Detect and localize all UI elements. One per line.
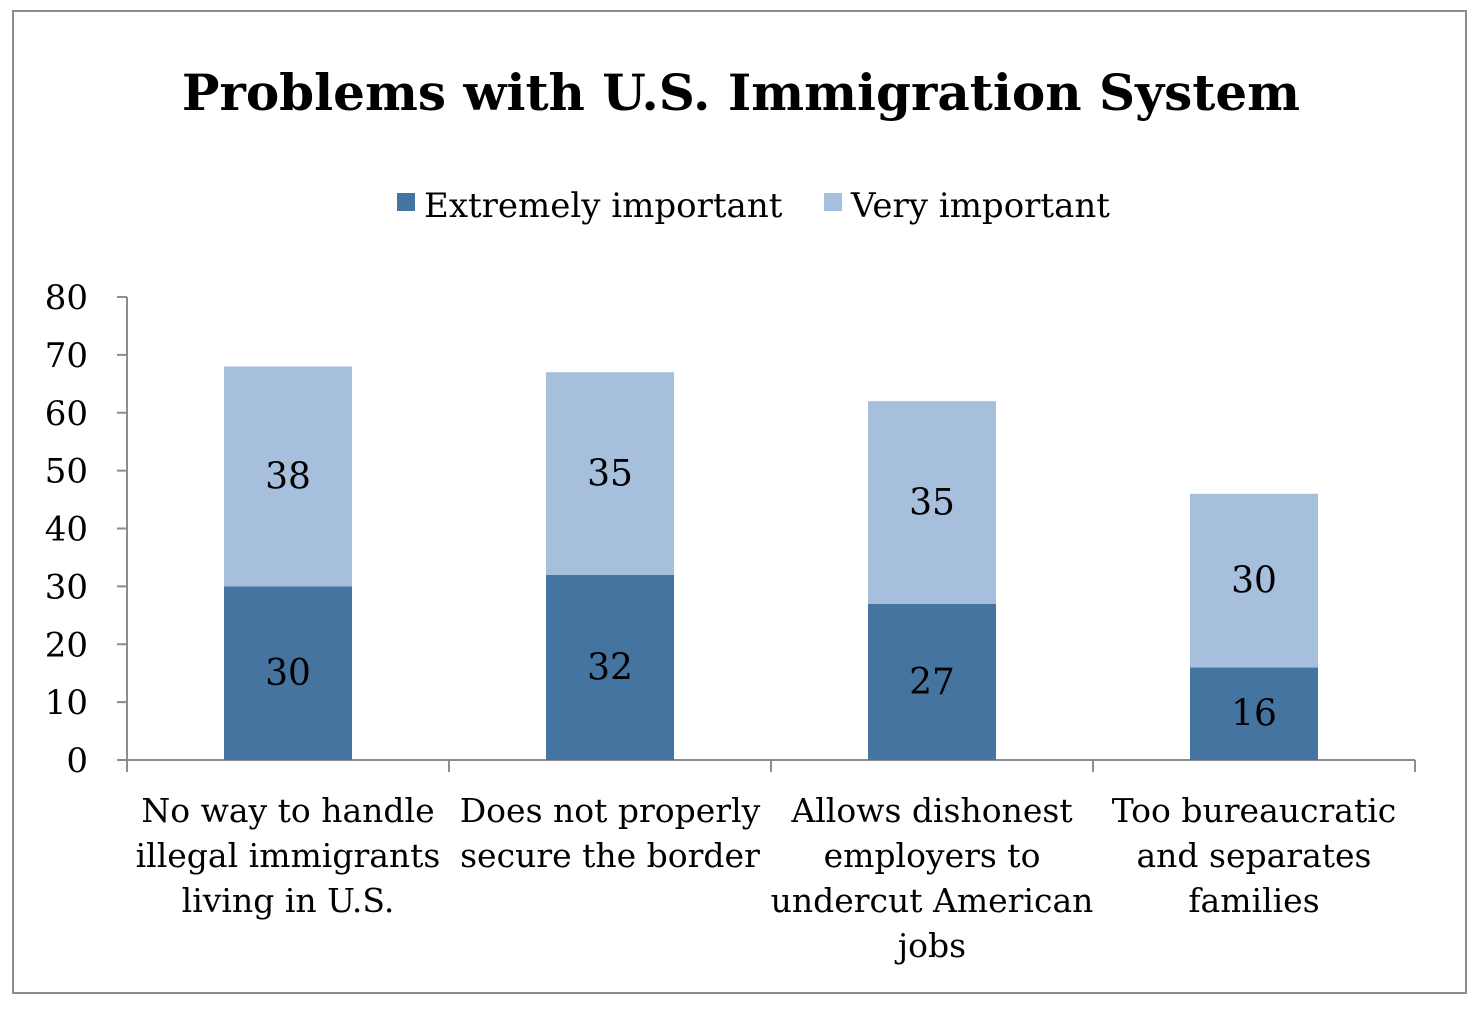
- y-tick-label: 30: [45, 567, 88, 607]
- y-tick-label: 10: [45, 683, 88, 723]
- x-category-label: Does not properly secure the border: [460, 791, 761, 875]
- x-axis: No way to handle illegal immigrants living…: [126, 759, 1416, 965]
- legend-swatch-0: [397, 193, 415, 211]
- y-axis: 0 10 20 30 40 50 60 70 80: [45, 278, 128, 781]
- chart-title: Problems with U.S. Immigration System: [182, 63, 1300, 122]
- legend: Extremely important Very important: [397, 186, 1110, 226]
- y-tick-label: 70: [45, 336, 88, 376]
- data-label: 35: [909, 482, 955, 523]
- data-label: 27: [909, 662, 955, 703]
- bars: 30 38 32 35 27 35 16 30: [224, 366, 1318, 760]
- y-tick-label: 0: [66, 741, 88, 781]
- bar-segment-very-0: [224, 366, 352, 587]
- data-label: 38: [265, 456, 311, 497]
- y-tick-label: 20: [45, 625, 88, 665]
- x-category-label: No way to handle illegal immigrants living…: [136, 791, 441, 920]
- y-tick-label: 40: [45, 510, 88, 550]
- legend-label-0: Extremely important: [424, 186, 783, 226]
- bar-segment-extremely-3: [1190, 667, 1318, 760]
- legend-swatch-1: [824, 193, 842, 211]
- data-label: 16: [1231, 694, 1277, 735]
- bar-segment-extremely-2: [868, 603, 996, 760]
- x-category-label: Allows dishonest employers to undercut Ame…: [771, 791, 1094, 965]
- bar-segment-very-1: [546, 372, 674, 575]
- data-label: 30: [1231, 561, 1277, 602]
- y-tick-label: 60: [45, 394, 88, 434]
- bar-segment-extremely-0: [224, 586, 352, 760]
- bar-segment-extremely-1: [546, 574, 674, 760]
- data-label: 32: [587, 647, 633, 688]
- data-label: 35: [587, 454, 633, 495]
- y-tick-label: 80: [45, 278, 88, 318]
- data-label: 30: [265, 653, 311, 694]
- bar-segment-very-2: [868, 401, 996, 604]
- bar-segment-very-3: [1190, 493, 1318, 668]
- legend-label-1: Very important: [850, 186, 1110, 226]
- x-category-label: Too bureaucratic and separates families: [1112, 791, 1397, 920]
- y-tick-label: 50: [45, 452, 88, 492]
